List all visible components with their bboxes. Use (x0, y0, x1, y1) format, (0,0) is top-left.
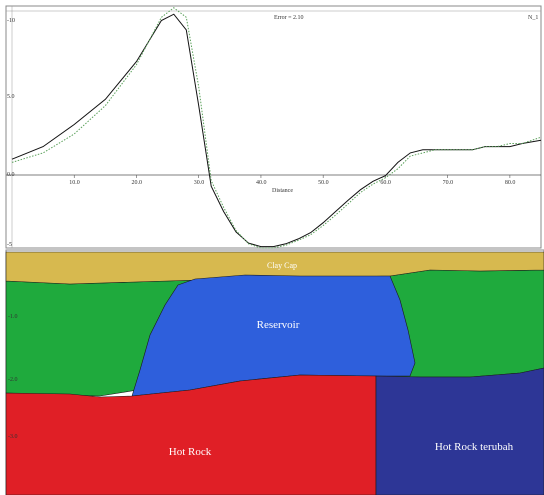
profile-frame (5, 5, 542, 249)
section-panel: -1.0 -2.0 -3.0 Clay Cap Reservoir Hot Ro… (5, 249, 544, 495)
reservoir-label: Reservoir (257, 319, 300, 331)
calculated-series-line (11, 13, 542, 248)
x-tick-group: 10.0 20.0 30.0 40.0 50.0 60.0 70.0 80.0 (69, 175, 515, 186)
y-tick-label: -5 (7, 242, 12, 248)
x-tick-label: 80.0 (505, 180, 515, 186)
depth-tick: -3.0 (8, 434, 18, 440)
profile-panel: 10.0 20.0 30.0 40.0 50.0 60.0 70.0 80.0 5.0 0.0 -… (5, 5, 542, 249)
series-layer (11, 7, 542, 249)
x-tick-label: 20.0 (131, 180, 142, 186)
x-tick-label: 30.0 (194, 180, 205, 186)
x-tick-label: 60.0 (380, 180, 391, 186)
x-tick-label: 10.0 (69, 180, 80, 186)
hot-rock-terubah-label: Hot Rock terubah (435, 441, 514, 453)
y-tick-label: 0.0 (7, 172, 15, 178)
observed-series-line (11, 7, 542, 249)
y-tick-label: 5.0 (7, 94, 15, 100)
y-tick-group: 5.0 0.0 -5 -10 (7, 18, 15, 248)
hot-rock-label: Hot Rock (169, 446, 212, 458)
hot-rock-terubah-layer (375, 367, 544, 495)
clay-cap-label: Clay Cap (267, 261, 297, 270)
x-tick-label: 40.0 (256, 180, 266, 186)
depth-tick: -1.0 (8, 314, 18, 320)
x-tick-label: 70.0 (443, 180, 454, 186)
x-axis-title: Distance (272, 188, 293, 194)
x-tick-label: 50.0 (318, 180, 329, 186)
hot-rock-layer (5, 374, 377, 495)
depth-tick: -2.0 (8, 377, 18, 383)
y-tick-label: -10 (7, 18, 15, 24)
reservoir-layer (131, 274, 416, 397)
error-text: Error = 2.10 (274, 15, 304, 21)
corner-mark: N_1 (528, 15, 538, 21)
